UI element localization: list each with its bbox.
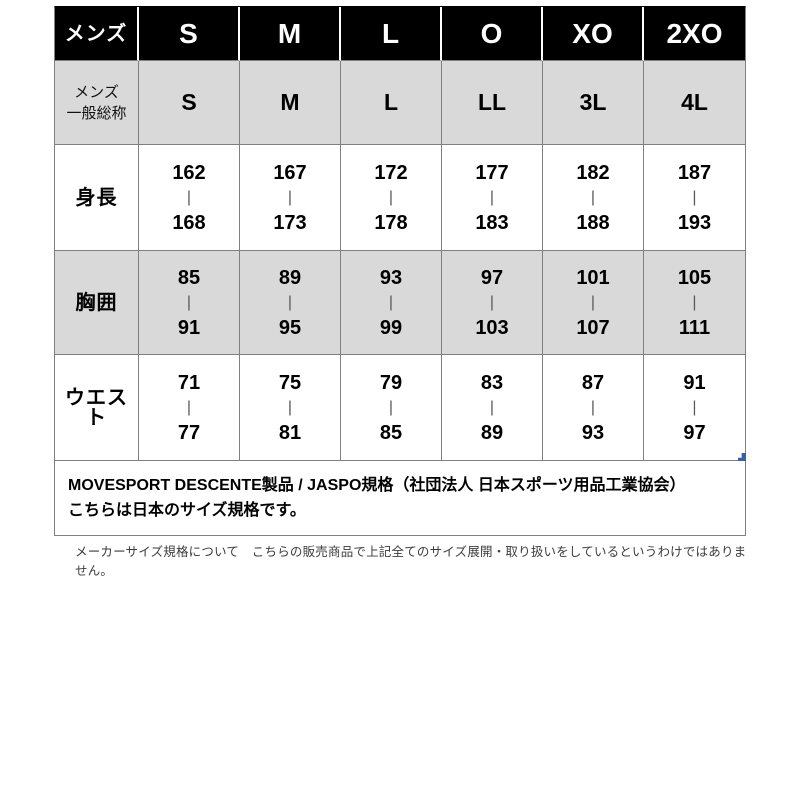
alias-size-l: L bbox=[341, 61, 442, 145]
header-gender-label: メンズ bbox=[55, 7, 139, 61]
chest-range-l: 93 | 99 bbox=[341, 251, 442, 355]
range-min-value: 101 bbox=[576, 266, 610, 289]
alias-label-line2: 一般総称 bbox=[66, 104, 127, 122]
chest-range-m: 89 | 95 bbox=[240, 251, 341, 355]
range-max-value: 99 bbox=[379, 316, 403, 339]
range-min-value: 162 bbox=[172, 161, 206, 184]
range-separator: | bbox=[388, 293, 394, 311]
standards-note-line1: MOVESPORT DESCENTE製品 / JASPO規格（社団法人 日本スポ… bbox=[68, 477, 686, 494]
range-max-value: 89 bbox=[480, 421, 504, 444]
chest-range-o: 97 | 103 bbox=[442, 251, 543, 355]
range-min-value: 93 bbox=[379, 266, 403, 289]
range-separator: | bbox=[489, 188, 495, 206]
range-min-value: 71 bbox=[177, 371, 201, 394]
range-max-value: 77 bbox=[177, 421, 201, 444]
range-separator: | bbox=[186, 293, 192, 311]
range-max-value: 81 bbox=[278, 421, 302, 444]
header-size-2xo: 2XO bbox=[644, 7, 745, 61]
range-separator: | bbox=[489, 293, 495, 311]
range-min-value: 172 bbox=[374, 161, 408, 184]
waist-range-l: 79 | 85 bbox=[341, 355, 442, 461]
range-min-value: 83 bbox=[480, 371, 504, 394]
range-max-value: 173 bbox=[273, 211, 307, 234]
range-separator: | bbox=[692, 398, 697, 416]
corner-marker-icon bbox=[738, 453, 746, 461]
range-min-value: 75 bbox=[278, 371, 302, 394]
range-min-value: 91 bbox=[683, 371, 706, 394]
seller-disclaimer: メーカーサイズ規格について こちらの販売商品で上記全てのサイズ展開・取り扱いをし… bbox=[75, 545, 747, 578]
waist-range-2xo: 91 | 97 bbox=[644, 355, 745, 461]
range-min-value: 177 bbox=[475, 161, 509, 184]
chest-range-s: 85 | 91 bbox=[139, 251, 240, 355]
range-min-value: 167 bbox=[273, 161, 307, 184]
range-min-value: 89 bbox=[278, 266, 302, 289]
range-max-value: 91 bbox=[177, 316, 201, 339]
range-separator: | bbox=[388, 398, 394, 416]
size-chart: メンズ S M L O XO 2XO メンズ 一般総称 S M L LL 3L … bbox=[54, 6, 746, 536]
chest-range-2xo: 105 | 111 bbox=[644, 251, 745, 355]
range-min-value: 87 bbox=[581, 371, 605, 394]
range-max-value: 183 bbox=[475, 211, 509, 234]
row-label-waist: ウエスト bbox=[55, 355, 139, 461]
height-range-s: 162 | 168 bbox=[139, 145, 240, 251]
range-min-value: 182 bbox=[576, 161, 610, 184]
range-max-value: 103 bbox=[475, 316, 509, 339]
alias-row-label: メンズ 一般総称 bbox=[55, 61, 139, 145]
waist-range-s: 71 | 77 bbox=[139, 355, 240, 461]
range-separator: | bbox=[692, 188, 697, 206]
range-min-value: 85 bbox=[177, 266, 201, 289]
range-max-value: 188 bbox=[576, 211, 610, 234]
range-max-value: 178 bbox=[374, 211, 408, 234]
waist-range-m: 75 | 81 bbox=[240, 355, 341, 461]
range-separator: | bbox=[692, 293, 697, 311]
alias-size-ll: LL bbox=[442, 61, 543, 145]
range-separator: | bbox=[489, 398, 495, 416]
range-max-value: 168 bbox=[172, 211, 206, 234]
range-min-value: 79 bbox=[379, 371, 403, 394]
standards-note: MOVESPORT DESCENTE製品 / JASPO規格（社団法人 日本スポ… bbox=[54, 461, 746, 536]
header-size-l: L bbox=[341, 7, 442, 61]
range-max-value: 107 bbox=[576, 316, 610, 339]
height-range-2xo: 187 | 193 bbox=[644, 145, 745, 251]
range-separator: | bbox=[287, 398, 293, 416]
height-range-o: 177 | 183 bbox=[442, 145, 543, 251]
range-max-value: 93 bbox=[581, 421, 605, 444]
waist-range-xo: 87 | 93 bbox=[543, 355, 644, 461]
row-label-height: 身長 bbox=[55, 145, 139, 251]
header-size-s: S bbox=[139, 7, 240, 61]
range-max-value: 111 bbox=[678, 316, 711, 339]
range-separator: | bbox=[287, 293, 293, 311]
range-separator: | bbox=[590, 293, 596, 311]
range-separator: | bbox=[590, 188, 596, 206]
range-separator: | bbox=[590, 398, 596, 416]
height-range-xo: 182 | 188 bbox=[543, 145, 644, 251]
range-max-value: 193 bbox=[677, 211, 712, 234]
alias-size-m: M bbox=[240, 61, 341, 145]
range-separator: | bbox=[186, 398, 192, 416]
height-range-m: 167 | 173 bbox=[240, 145, 341, 251]
alias-size-s: S bbox=[139, 61, 240, 145]
range-max-value: 97 bbox=[683, 421, 706, 444]
header-size-o: O bbox=[442, 7, 543, 61]
range-min-value: 97 bbox=[480, 266, 504, 289]
standards-note-line2: こちらは日本のサイズ規格です。 bbox=[68, 502, 306, 519]
alias-label-line1: メンズ bbox=[74, 83, 119, 101]
waist-range-o: 83 | 89 bbox=[442, 355, 543, 461]
height-range-l: 172 | 178 bbox=[341, 145, 442, 251]
row-label-chest: 胸囲 bbox=[55, 251, 139, 355]
alias-size-4l: 4L bbox=[644, 61, 745, 145]
size-chart-table: メンズ S M L O XO 2XO メンズ 一般総称 S M L LL 3L … bbox=[54, 6, 746, 461]
chest-range-xo: 101 | 107 bbox=[543, 251, 644, 355]
alias-size-3l: 3L bbox=[543, 61, 644, 145]
range-min-value: 105 bbox=[677, 266, 712, 289]
header-size-xo: XO bbox=[543, 7, 644, 61]
range-max-value: 85 bbox=[379, 421, 403, 444]
range-separator: | bbox=[186, 188, 192, 206]
header-size-m: M bbox=[240, 7, 341, 61]
range-min-value: 187 bbox=[677, 161, 712, 184]
range-separator: | bbox=[388, 188, 394, 206]
range-separator: | bbox=[287, 188, 293, 206]
range-max-value: 95 bbox=[278, 316, 302, 339]
